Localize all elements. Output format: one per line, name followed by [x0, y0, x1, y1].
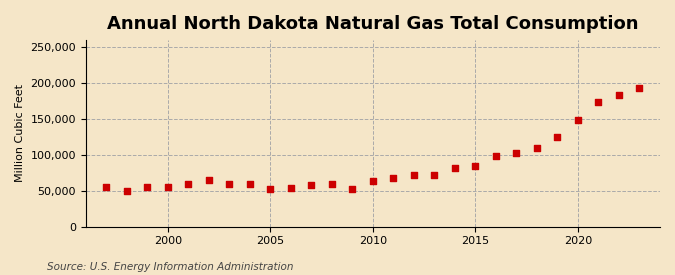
Point: [204, 178, 215, 182]
Title: Annual North Dakota Natural Gas Total Consumption: Annual North Dakota Natural Gas Total Co…: [107, 15, 639, 33]
Point: [491, 154, 502, 158]
Point: [327, 181, 338, 186]
Point: [163, 185, 173, 189]
Point: [572, 118, 583, 123]
Point: [634, 86, 645, 90]
Point: [388, 175, 399, 180]
Point: [408, 173, 419, 177]
Point: [450, 166, 460, 170]
Point: [552, 135, 563, 139]
Point: [593, 100, 604, 105]
Point: [224, 181, 235, 186]
Point: [122, 189, 132, 194]
Point: [306, 183, 317, 187]
Point: [470, 163, 481, 168]
Point: [511, 150, 522, 155]
Point: [183, 181, 194, 186]
Point: [244, 182, 255, 186]
Y-axis label: Million Cubic Feet: Million Cubic Feet: [15, 84, 25, 182]
Point: [429, 173, 440, 177]
Point: [101, 185, 112, 189]
Point: [286, 186, 296, 190]
Point: [532, 145, 543, 150]
Point: [265, 187, 276, 191]
Point: [368, 178, 379, 183]
Point: [347, 187, 358, 191]
Point: [614, 93, 624, 98]
Point: [142, 185, 153, 189]
Text: Source: U.S. Energy Information Administration: Source: U.S. Energy Information Administ…: [47, 262, 294, 272]
